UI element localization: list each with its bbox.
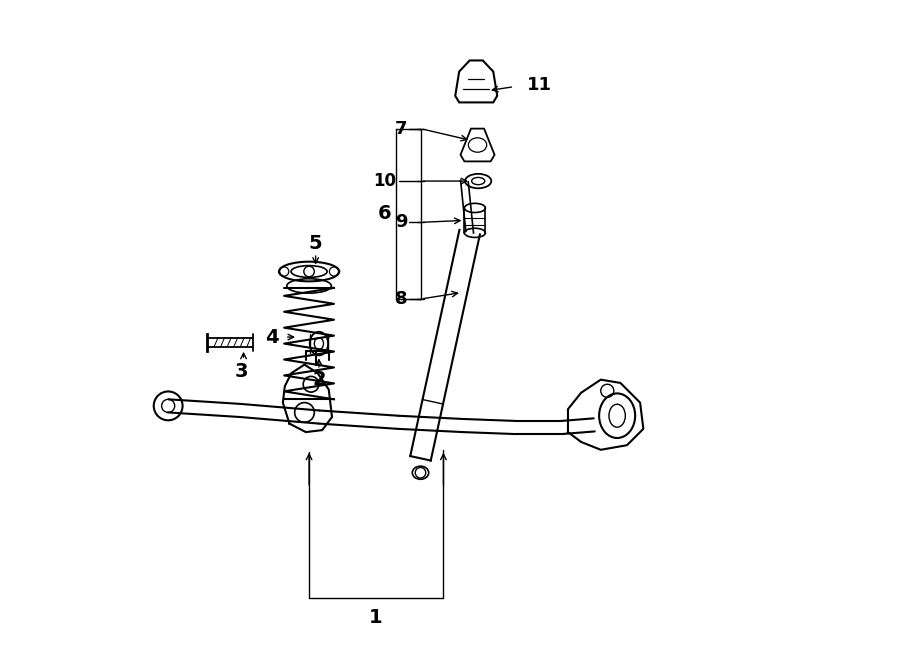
Text: 4: 4	[265, 328, 278, 346]
Text: 10: 10	[374, 172, 396, 190]
Text: 6: 6	[378, 204, 392, 223]
Text: 8: 8	[395, 290, 408, 308]
Text: 5: 5	[309, 235, 322, 253]
Text: 9: 9	[395, 214, 408, 231]
Text: 3: 3	[235, 362, 248, 381]
Text: 1: 1	[369, 608, 382, 627]
Text: 11: 11	[527, 76, 553, 94]
Text: 2: 2	[312, 370, 326, 389]
Text: 7: 7	[395, 120, 408, 137]
